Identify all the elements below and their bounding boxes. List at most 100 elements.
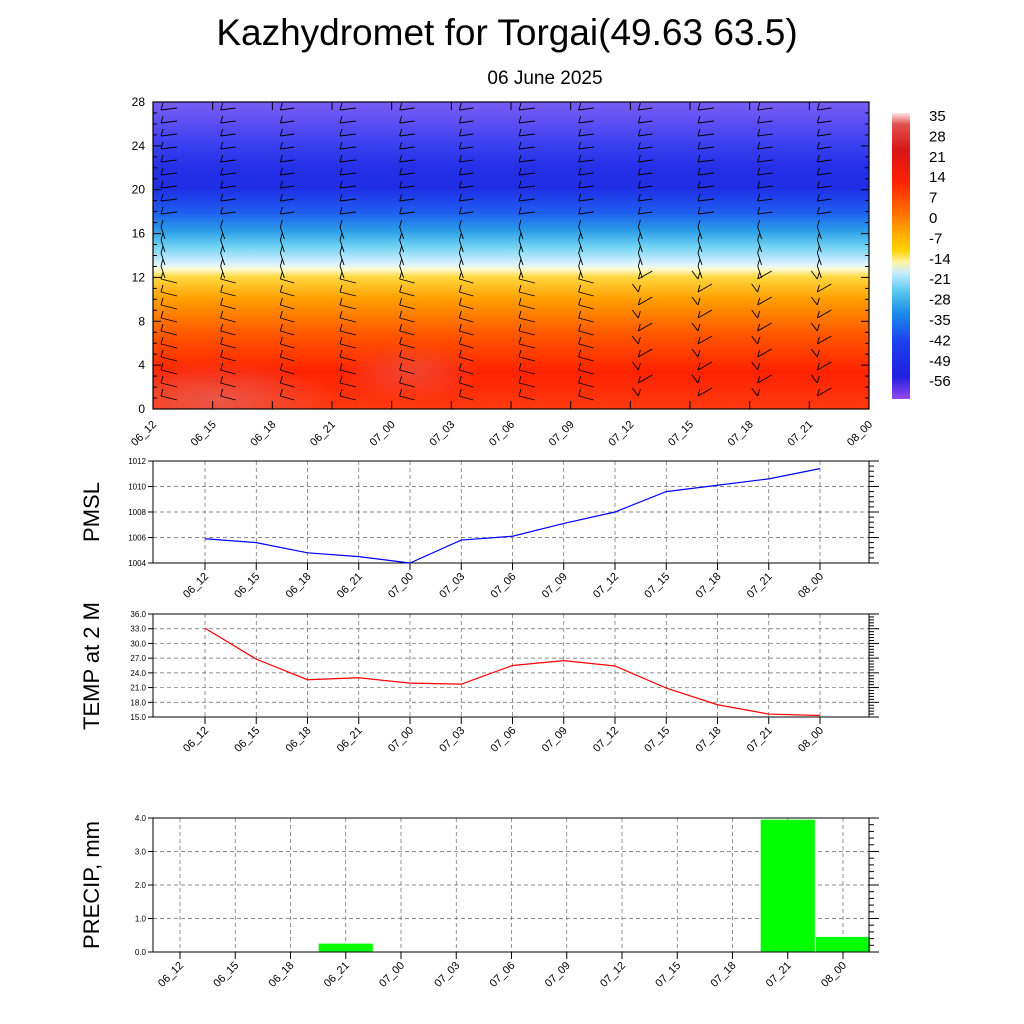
wind-barb [578,382,594,388]
wind-barb-flag [816,388,820,397]
x-tick-label: 07_21 [745,571,775,601]
wind-barb [697,283,713,293]
wind-barb [518,146,536,150]
colorbar-label: -21 [929,271,951,288]
wind-barb-flag [339,206,343,215]
wind-barb [399,343,415,349]
wind-barb-flag [578,141,582,150]
wind-barb [399,291,415,297]
wind-barb-flag [220,297,224,306]
wind-barb [220,172,236,176]
wind-barb [751,387,759,397]
wind-barb [638,374,653,384]
wind-barb [578,278,594,284]
wind-barb [339,317,357,323]
x-tick-label: 06_18 [284,725,314,755]
wind-barb [871,336,877,344]
wind-barb [757,133,773,137]
wind-barb [518,159,536,163]
wind-barb [280,369,295,375]
wind-barb-flag [816,258,820,267]
x-tick-label: 07_06 [489,571,519,601]
wind-barb-flag [578,102,582,111]
wind-barb [697,107,715,111]
wind-barb [877,297,891,305]
wind-barb-flag [160,193,164,202]
wind-barb [578,211,594,215]
wind-barb [280,343,295,349]
wind-barb-flag [877,350,879,357]
wind-barb-flag [518,141,522,150]
wind-barb-flag [877,155,879,162]
wind-barb [877,266,881,278]
wind-barb [578,369,594,375]
wind-barb-flag [160,154,164,163]
x-tick-label: 07_03 [437,725,467,755]
heatmap-x-tick-label: 07_12 [606,419,636,449]
wind-barb [757,120,773,124]
wind-barb [459,278,474,284]
wind-barb-flag [339,284,343,293]
wind-barb [339,198,357,202]
wind-barb-flag [279,154,283,163]
wind-barb [220,395,236,401]
wind-barb-flag [816,375,820,384]
wind-barb-flag [697,284,701,293]
wind-barb [220,304,236,310]
wind-barb-flag [399,193,403,202]
wind-barb [280,120,295,124]
x-tick-label: 06_18 [284,571,314,601]
wind-barb [757,198,773,202]
wind-barb [817,172,832,176]
y-tick-label: 4.0 [135,814,147,823]
wind-barb-flag [160,349,164,358]
wind-barb-flag [458,232,462,241]
wind-barb [877,323,891,331]
wind-barb [757,107,773,111]
wind-barb-flag [220,115,224,124]
wind-barb [871,310,877,318]
wind-barb-flag [399,336,403,345]
wind-barb [399,304,415,310]
wind-barb-flag [637,154,641,163]
wind-barb [339,291,357,297]
wind-barb [518,133,536,137]
wind-barb-flag [339,388,343,397]
wind-barb-flag [697,206,701,215]
wind-barb-flag [399,323,403,332]
wind-barb [339,304,357,310]
wind-barb [220,330,236,336]
wind-barb-flag [816,349,820,358]
wind-barb [220,185,236,189]
wind-barb-flag [578,167,582,176]
wind-barb [339,382,357,388]
wind-barb [518,198,536,202]
wind-barb [160,172,178,176]
pmsl-panel: 06_12 06_15 06_18 06_21 07_00 07_03 07_06 07_09… [79,457,879,601]
heatmap-y-tick-label: 28 [132,95,146,109]
wind-barb [220,317,236,323]
wind-barb-flag [637,362,641,371]
temp-axis-label: TEMP at 2 M [79,602,104,730]
wind-barb [578,343,594,349]
wind-barb-flag [518,206,522,215]
wind-barb [817,361,832,371]
wind-barb [631,335,639,345]
wind-barb [877,147,893,149]
wind-barb-flag [518,167,522,176]
wind-barb-flag [578,297,582,306]
wind-barb [697,335,713,345]
wind-barb-flag [578,362,582,371]
wind-barb [160,291,178,297]
wind-barb [817,211,832,215]
precip-panel: 06_12 06_15 06_18 06_21 07_00 07_03 07_06 07_09… [79,814,879,990]
wind-barb [280,356,295,362]
wind-barb [459,120,474,124]
wind-barb-flag [757,258,761,267]
wind-barb [339,172,357,176]
wind-barb-flag [279,258,283,267]
temp-panel: 06_12 06_15 06_18 06_21 07_00 07_03 07_06 07_09… [79,602,879,755]
wind-barb [399,369,415,375]
wind-barb-flag [816,206,820,215]
wind-barb [459,159,474,163]
